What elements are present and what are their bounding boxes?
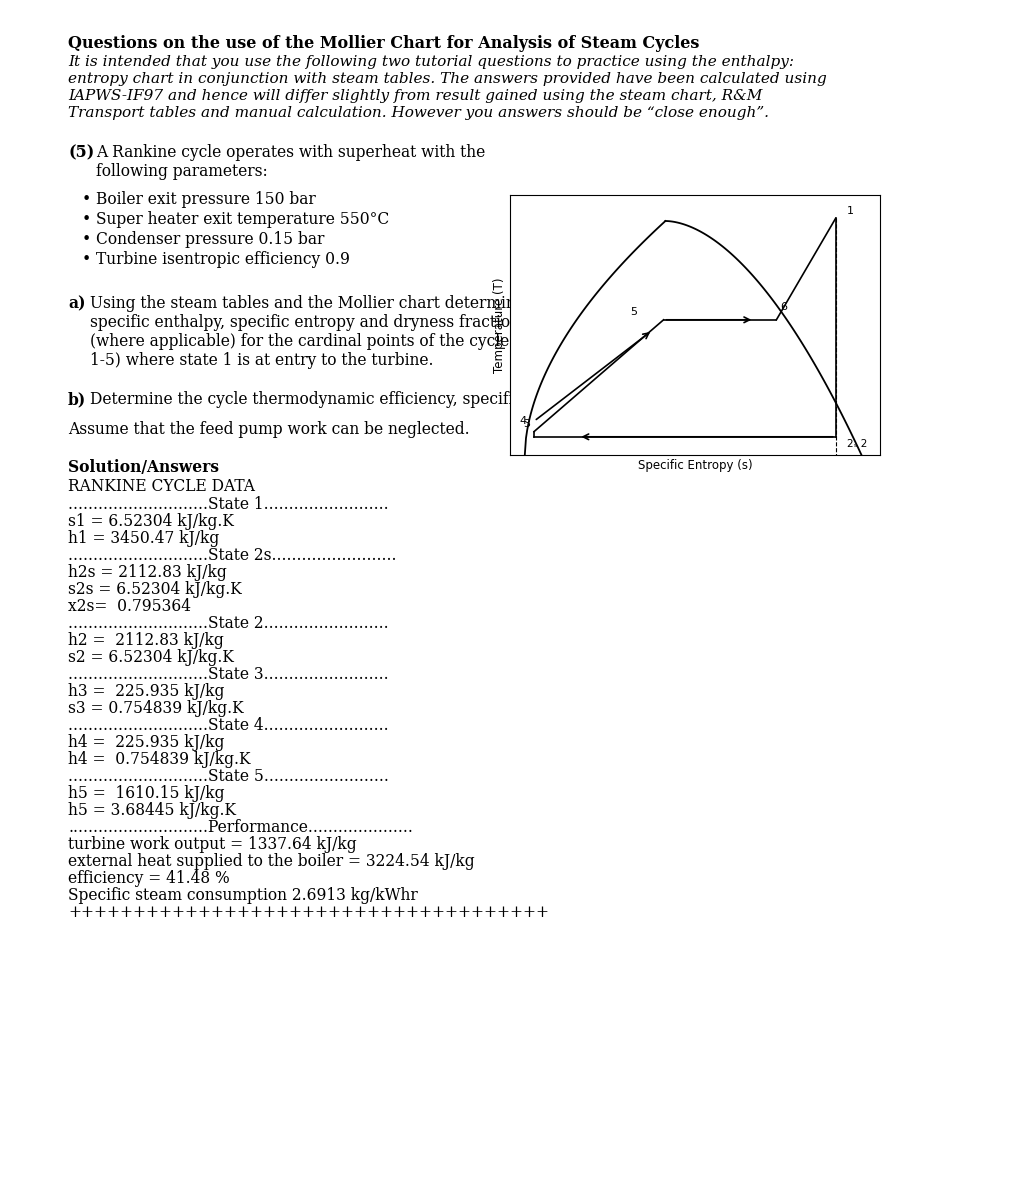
Text: h4 =  0.754839 kJ/kg.K: h4 = 0.754839 kJ/kg.K: [68, 752, 251, 768]
Text: a): a): [68, 294, 85, 312]
Text: h1 = 3450.47 kJ/kg: h1 = 3450.47 kJ/kg: [68, 530, 219, 547]
Text: •: •: [82, 211, 91, 229]
Text: ............................State 5.........................: ............................State 5.....…: [68, 768, 389, 785]
Text: ............................State 1.........................: ............................State 1.....…: [68, 496, 389, 512]
Text: entropy chart in conjunction with steam tables. The answers provided have been c: entropy chart in conjunction with steam …: [68, 72, 826, 86]
Text: Turbine isentropic efficiency 0.9: Turbine isentropic efficiency 0.9: [96, 251, 350, 269]
Text: •: •: [82, 231, 91, 249]
Text: h2s = 2112.83 kJ/kg: h2s = 2112.83 kJ/kg: [68, 564, 226, 581]
Text: 2ₛ 2: 2ₛ 2: [847, 439, 867, 449]
Text: 4: 4: [519, 416, 526, 426]
Text: •: •: [82, 251, 91, 269]
Text: b): b): [68, 391, 86, 408]
Text: 1-5) where state 1 is at entry to the turbine.: 1-5) where state 1 is at entry to the tu…: [90, 352, 433, 369]
Y-axis label: Temperature (T): Temperature (T): [493, 277, 506, 372]
Text: 3: 3: [523, 419, 530, 429]
Text: Using the steam tables and the Mollier chart determine the: Using the steam tables and the Mollier c…: [90, 294, 555, 312]
Text: 1: 1: [847, 206, 854, 216]
Text: Transport tables and manual calculation. However you answers should be “close en: Transport tables and manual calculation.…: [68, 106, 769, 120]
Text: efficiency = 41.48 %: efficiency = 41.48 %: [68, 871, 229, 887]
Text: s2 = 6.52304 kJ/kg.K: s2 = 6.52304 kJ/kg.K: [68, 649, 233, 666]
Text: h4 =  225.935 kJ/kg: h4 = 225.935 kJ/kg: [68, 734, 224, 752]
Text: following parameters:: following parameters:: [96, 163, 267, 180]
Text: h3 =  225.935 kJ/kg: h3 = 225.935 kJ/kg: [68, 683, 224, 700]
Text: +++++++++++++++++++++++++++++++++++++: +++++++++++++++++++++++++++++++++++++: [68, 904, 549, 921]
Text: (where applicable) for the cardinal points of the cycle (states: (where applicable) for the cardinal poin…: [90, 333, 566, 350]
Text: Questions on the use of the Mollier Chart for Analysis of Steam Cycles: Questions on the use of the Mollier Char…: [68, 35, 699, 52]
Text: h5 = 3.68445 kJ/kg.K: h5 = 3.68445 kJ/kg.K: [68, 802, 236, 819]
Text: external heat supplied to the boiler = 3224.54 kJ/kg: external heat supplied to the boiler = 3…: [68, 853, 475, 871]
Text: Solution/Answers: Solution/Answers: [68, 459, 219, 476]
Text: s2s = 6.52304 kJ/kg.K: s2s = 6.52304 kJ/kg.K: [68, 581, 242, 598]
Text: Assume that the feed pump work can be neglected.: Assume that the feed pump work can be ne…: [68, 421, 470, 438]
Text: ............................Performance.....................: ............................Performance.…: [68, 819, 413, 836]
Text: ............................State 2s.........................: ............................State 2s....…: [68, 547, 396, 564]
Text: Boiler exit pressure 150 bar: Boiler exit pressure 150 bar: [96, 191, 315, 209]
Text: A Rankine cycle operates with superheat with the: A Rankine cycle operates with superheat …: [96, 144, 485, 161]
Text: ............................State 4.........................: ............................State 4.....…: [68, 717, 389, 734]
Text: s3 = 0.754839 kJ/kg.K: s3 = 0.754839 kJ/kg.K: [68, 700, 244, 717]
Text: ............................State 3.........................: ............................State 3.....…: [68, 666, 389, 683]
Text: h5 =  1610.15 kJ/kg: h5 = 1610.15 kJ/kg: [68, 785, 224, 802]
Text: 6: 6: [780, 302, 787, 312]
Text: specific enthalpy, specific entropy and dryness fraction: specific enthalpy, specific entropy and …: [90, 315, 520, 331]
Text: •: •: [82, 191, 91, 209]
Text: Super heater exit temperature 550°C: Super heater exit temperature 550°C: [96, 211, 389, 229]
Text: RANKINE CYCLE DATA: RANKINE CYCLE DATA: [68, 478, 255, 495]
Text: s1 = 6.52304 kJ/kg.K: s1 = 6.52304 kJ/kg.K: [68, 512, 233, 530]
Text: 5: 5: [631, 307, 638, 317]
Text: ............................State 2.........................: ............................State 2.....…: [68, 615, 389, 633]
Text: IAPWS-IF97 and hence will differ slightly from result gained using the steam cha: IAPWS-IF97 and hence will differ slightl…: [68, 90, 763, 102]
Text: It is intended that you use the following two tutorial questions to practice usi: It is intended that you use the followin…: [68, 55, 794, 70]
Text: Determine the cycle thermodynamic efficiency, specific steam consumption: Determine the cycle thermodynamic effici…: [90, 391, 679, 408]
Text: h2 =  2112.83 kJ/kg: h2 = 2112.83 kJ/kg: [68, 633, 224, 649]
X-axis label: Specific Entropy (s): Specific Entropy (s): [638, 459, 753, 472]
Text: Specific steam consumption 2.6913 kg/kWhr: Specific steam consumption 2.6913 kg/kWh…: [68, 887, 418, 904]
Text: (5): (5): [68, 144, 94, 161]
Text: turbine work output = 1337.64 kJ/kg: turbine work output = 1337.64 kJ/kg: [68, 836, 356, 853]
Text: Condenser pressure 0.15 bar: Condenser pressure 0.15 bar: [96, 231, 325, 249]
Text: x2s=  0.795364: x2s= 0.795364: [68, 598, 191, 615]
